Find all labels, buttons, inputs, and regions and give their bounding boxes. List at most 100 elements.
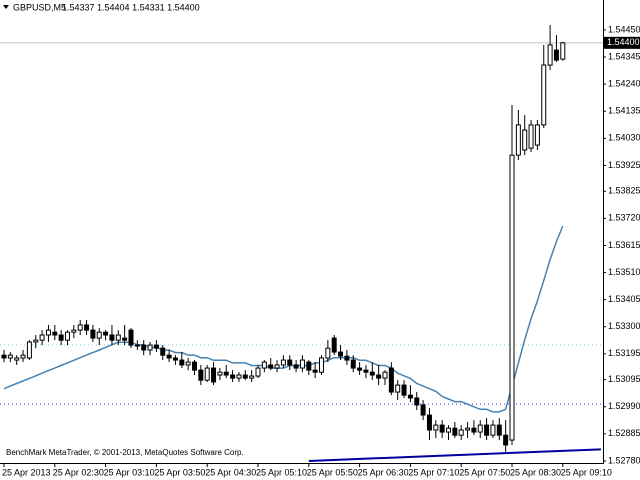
candle-body <box>185 361 191 366</box>
y-tick-label: 1.53925 <box>608 160 640 170</box>
candle-body <box>287 359 293 366</box>
candle-body <box>134 344 140 347</box>
x-tick-label: 25 Apr 03:50 <box>154 467 205 477</box>
candle-body <box>299 359 305 369</box>
symbol-title: GBPUSD,M5 <box>13 2 66 12</box>
candle-body <box>115 334 121 341</box>
x-tick-label: 25 Apr 07:50 <box>459 467 510 477</box>
candle-body <box>71 329 77 333</box>
candle-body <box>458 429 464 436</box>
x-tick-label: 25 Apr 09:10 <box>561 467 612 477</box>
x-tick-label: 25 Apr 08:30 <box>510 467 561 477</box>
candle-body <box>128 329 134 346</box>
candle-body <box>465 427 471 431</box>
candle-body <box>45 329 51 336</box>
candle-body <box>433 424 439 431</box>
candle-body <box>160 347 166 356</box>
candle-body <box>147 344 153 351</box>
candle-body <box>414 397 420 406</box>
candle-body <box>1 354 7 359</box>
candle-body <box>230 374 236 379</box>
candle-body <box>369 371 375 376</box>
candle-body <box>211 367 217 383</box>
candle-body <box>223 371 229 376</box>
x-tick-label: 25 Apr 07:10 <box>408 467 459 477</box>
candle-body <box>503 434 509 446</box>
candle-body <box>90 329 96 339</box>
y-tick-label: 1.54450 <box>608 24 640 34</box>
candle-body <box>109 334 115 341</box>
candle-body <box>274 364 280 369</box>
candle-body <box>547 44 553 66</box>
candle-body <box>484 424 490 436</box>
candle-body <box>268 364 274 369</box>
candle-body <box>293 364 299 369</box>
candle-body <box>122 337 128 341</box>
candle-body <box>65 331 70 341</box>
candle-body <box>14 357 20 361</box>
trendline <box>308 448 601 462</box>
candle-body <box>33 339 39 343</box>
candle-body <box>534 124 540 146</box>
candle-body <box>446 427 451 433</box>
y-tick-label: 1.53720 <box>608 213 640 223</box>
y-tick-label: 1.54030 <box>608 133 640 143</box>
y-tick-label: 1.53195 <box>608 348 640 358</box>
y-tick-label: 1.52885 <box>608 428 640 438</box>
candle-body <box>172 357 178 361</box>
candle-body <box>84 324 90 331</box>
candle-body <box>420 404 426 416</box>
candle-body <box>496 424 502 436</box>
candle-body <box>477 424 483 433</box>
candle-body <box>166 354 172 359</box>
candle-body <box>395 384 401 393</box>
candle-body <box>376 374 382 379</box>
copyright: BenchMark MetaTrader, © 2001-2013, MetaQ… <box>6 448 244 457</box>
x-tick-label: 25 Apr 02:30 <box>53 467 104 477</box>
candle-body <box>426 414 432 431</box>
candle-body <box>338 351 344 357</box>
candle-body <box>103 331 109 336</box>
candle-body <box>77 324 83 331</box>
candle-body <box>261 361 267 369</box>
candle-body <box>52 331 58 336</box>
y-tick-label: 1.52990 <box>608 401 640 411</box>
menu-triangle <box>3 5 9 9</box>
candle-body <box>401 384 407 396</box>
candle-body <box>39 334 45 341</box>
candle-body <box>255 367 261 377</box>
y-tick-label: 1.54240 <box>608 79 640 89</box>
candle-body <box>471 427 477 433</box>
x-tick-label: 25 Apr 2013 <box>2 467 51 477</box>
candle-body <box>312 369 318 373</box>
x-tick-label: 25 Apr 04:30 <box>205 467 256 477</box>
y-tick-label: 1.53095 <box>608 374 640 384</box>
candle-body <box>439 424 445 433</box>
x-tick-label: 25 Apr 03:10 <box>104 467 155 477</box>
candle-body <box>153 344 159 349</box>
candle-body <box>541 64 547 126</box>
candle-body <box>96 331 102 339</box>
candle-body <box>515 124 521 156</box>
candle-body <box>325 347 331 359</box>
candle-body <box>407 394 413 399</box>
candle-body <box>236 374 242 379</box>
candle-body <box>553 49 559 61</box>
candle-body <box>192 361 197 371</box>
candle-body <box>363 369 369 373</box>
candle-body <box>204 367 210 381</box>
candle-body <box>357 367 363 371</box>
y-tick-label: 1.54345 <box>608 51 640 61</box>
candle-body <box>249 375 255 379</box>
candle-body <box>528 124 534 149</box>
candle-body <box>522 129 528 151</box>
candle-body <box>179 359 185 366</box>
candle-body <box>350 359 356 369</box>
candle-body <box>7 354 13 359</box>
candle-body <box>319 357 324 373</box>
candle-body <box>58 334 64 341</box>
x-tick-label: 25 Apr 06:30 <box>358 467 409 477</box>
y-tick-label: 1.53825 <box>608 186 640 196</box>
candle-body <box>344 355 350 361</box>
